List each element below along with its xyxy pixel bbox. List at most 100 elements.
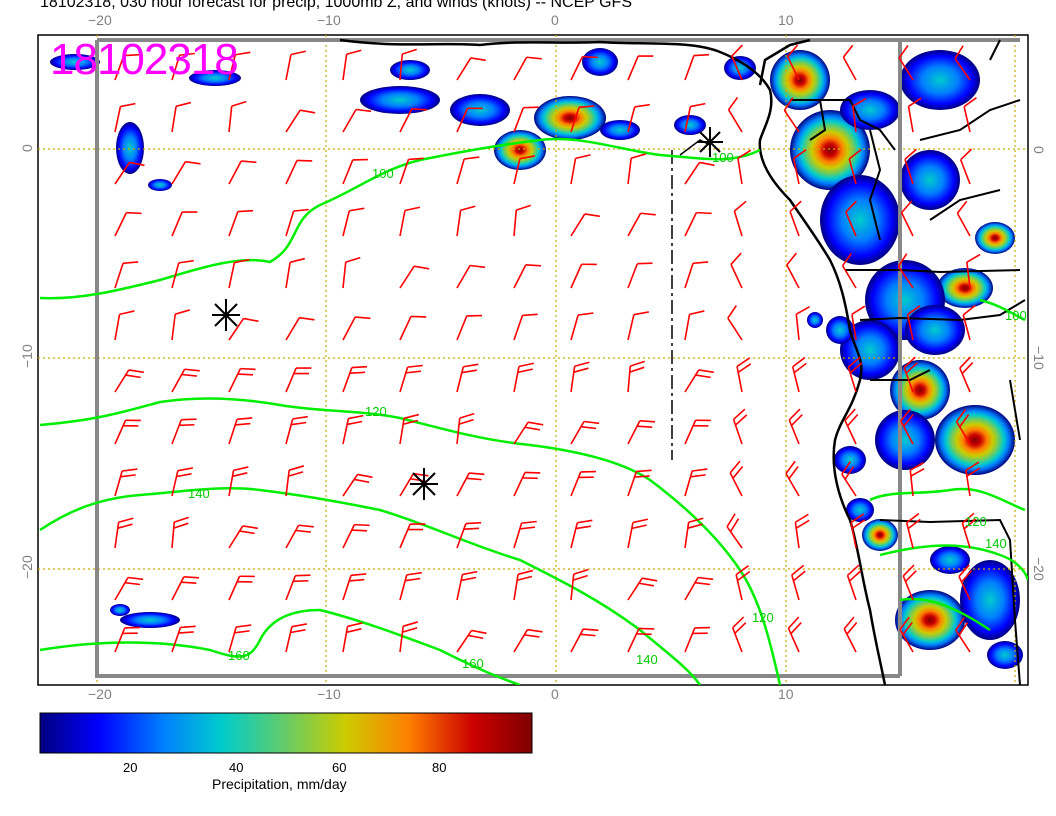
- wind-barb: [171, 625, 196, 653]
- wind-barb: [342, 523, 370, 549]
- wind-barb: [513, 155, 535, 185]
- precip-blob: [890, 360, 950, 420]
- wind-barb: [171, 576, 200, 601]
- wind-barb: [627, 55, 654, 81]
- wind-barb: [399, 571, 422, 601]
- wind-barb: [513, 628, 543, 653]
- wind-barb: [906, 305, 921, 341]
- precip-blob: [820, 175, 900, 265]
- wind-barb: [513, 471, 541, 497]
- wind-barb: [737, 149, 752, 185]
- precipitation-layer: [50, 48, 1023, 669]
- precip-blob: [582, 48, 618, 76]
- wind-barb: [456, 521, 482, 549]
- wind-barb: [285, 316, 315, 341]
- wind-barb: [907, 97, 922, 133]
- wind-barb: [399, 621, 419, 653]
- wind-barb: [171, 418, 197, 445]
- precip-blob: [534, 96, 606, 140]
- precip-blob: [120, 612, 180, 628]
- wind-barb: [900, 408, 914, 445]
- wind-barb: [959, 148, 973, 185]
- wind-barb: [513, 264, 542, 289]
- wind-barb: [627, 469, 652, 497]
- wind-barb: [285, 465, 305, 497]
- wind-barb: [285, 415, 308, 445]
- colorbar: [39, 712, 533, 754]
- wind-barb: [844, 408, 859, 445]
- precip-blob: [975, 222, 1015, 254]
- wind-barb: [570, 420, 600, 445]
- wind-barb: [684, 161, 715, 185]
- lon-tick-label: 10: [778, 686, 794, 702]
- precip-blob: [390, 60, 430, 80]
- precip-blob: [846, 498, 874, 522]
- wind-barb: [114, 310, 135, 341]
- precip-blob: [900, 50, 980, 110]
- wind-barb: [909, 462, 925, 497]
- contour-label: 160: [462, 656, 484, 671]
- wind-barb: [570, 154, 591, 185]
- lon-tick-label: 0: [551, 686, 559, 702]
- contour-label: 140: [188, 486, 210, 501]
- wind-barb: [684, 576, 714, 601]
- wind-barb: [627, 262, 653, 289]
- wind-barb: [513, 520, 537, 549]
- wind-barb: [114, 369, 144, 393]
- wind-barb: [684, 261, 709, 289]
- wind-barb: [684, 468, 708, 497]
- wind-barb: [399, 265, 430, 289]
- wind-barb: [730, 252, 743, 289]
- lon-tick-label: 10: [778, 12, 794, 28]
- wind-barb: [285, 257, 306, 289]
- lat-tick-label: −10: [19, 344, 35, 368]
- precip-blob: [935, 405, 1015, 475]
- wind-barb: [285, 159, 313, 185]
- wind-barb: [399, 413, 420, 445]
- wind-barb: [684, 102, 706, 133]
- lat-tick-label: 0: [1031, 146, 1047, 154]
- wind-barb: [342, 473, 373, 497]
- wind-barb: [954, 45, 971, 81]
- wind-barb: [114, 576, 144, 601]
- contour-label: 160: [228, 648, 250, 663]
- lat-tick-label: 0: [19, 144, 35, 152]
- wind-barb: [171, 52, 195, 81]
- storm-center-icon: [410, 468, 438, 500]
- wind-barb: [852, 97, 867, 133]
- wind-barb: [171, 101, 192, 133]
- wind-barb: [570, 361, 590, 393]
- precip-blob: [360, 86, 440, 114]
- wind-barb: [399, 315, 427, 341]
- wind-barb: [399, 108, 428, 133]
- colorbar-tick-label: 80: [432, 760, 446, 775]
- wind-barb: [841, 252, 857, 289]
- precip-blob: [875, 410, 935, 470]
- wind-barb: [627, 577, 658, 601]
- wind-barb: [342, 108, 372, 133]
- wind-barb: [570, 105, 595, 133]
- wind-barb: [786, 252, 800, 289]
- wind-barb: [783, 97, 800, 133]
- wind-barb: [114, 161, 145, 185]
- wind-barb: [456, 107, 483, 133]
- lon-tick-label: −10: [317, 12, 341, 28]
- map-title: 18102318, 030 hour forecast for precip, …: [40, 0, 632, 11]
- wind-barb: [456, 156, 480, 185]
- wind-barb: [791, 564, 806, 601]
- wind-barb: [285, 109, 316, 133]
- wind-barb: [961, 512, 977, 549]
- colorbar-tick-label: 20: [123, 760, 137, 775]
- precip-blob: [110, 604, 130, 616]
- wind-barb: [958, 564, 973, 601]
- wind-barb: [171, 368, 200, 393]
- wind-barb: [228, 624, 252, 653]
- wind-barb: [848, 148, 862, 185]
- wind-barb: [899, 616, 914, 653]
- wind-barb: [627, 627, 655, 653]
- precip-blob: [494, 130, 546, 170]
- wind-barb: [570, 55, 598, 81]
- wind-barb: [956, 200, 971, 237]
- precip-blob: [189, 70, 241, 86]
